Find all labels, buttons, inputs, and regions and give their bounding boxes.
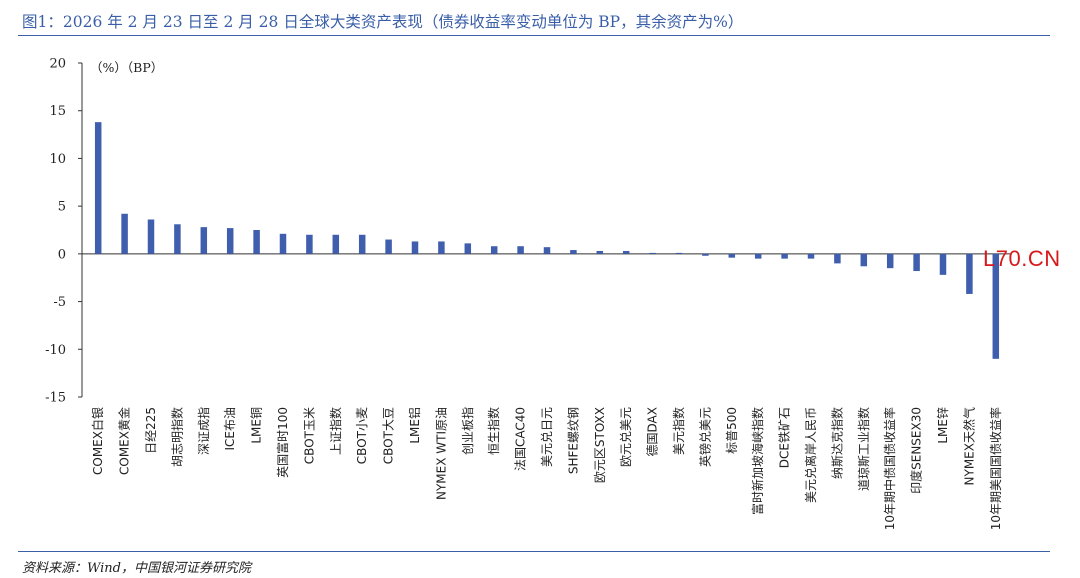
bar <box>966 253 973 294</box>
x-category-label: COMEX黄金 <box>117 407 132 475</box>
x-category-label: ICE布油 <box>223 407 237 451</box>
bar <box>570 250 577 254</box>
bar <box>94 122 102 254</box>
x-category-label: 胡志明指数 <box>169 407 184 467</box>
x-axis-labels: COMEX白银 COMEX黄金 日经225 胡志明指数 深证成指 ICE布油 LME铜 英国富… <box>90 407 1003 530</box>
x-category-label: LME铝 <box>407 407 422 444</box>
x-category-label: 英国富时100 <box>275 407 290 478</box>
bar <box>939 253 947 275</box>
bar <box>649 252 656 254</box>
bar <box>464 243 472 254</box>
bar <box>807 253 815 259</box>
bar <box>622 250 630 254</box>
y-tick-label: -15 <box>45 391 66 406</box>
y-tick-label: 0 <box>58 247 66 262</box>
x-category-label: LME锌 <box>936 407 950 444</box>
bar <box>992 253 1000 359</box>
x-category-label: CBOT小麦 <box>355 407 369 464</box>
y-tick-label: 20 <box>49 57 66 72</box>
bar <box>860 253 868 267</box>
y-tick-label: -10 <box>45 343 66 358</box>
footer-rule <box>18 551 1050 552</box>
x-category-label: 日经225 <box>144 407 158 454</box>
x-category-label: 美元指数 <box>671 407 686 455</box>
x-category-label: NYMEX WTI原油 <box>434 407 448 500</box>
x-category-label: COMEX白银 <box>90 407 105 475</box>
bar <box>543 247 551 254</box>
bar <box>702 253 709 256</box>
bar <box>438 241 445 254</box>
x-category-label: 印度SENSEX30 <box>909 407 924 494</box>
x-category-label: 德国DAX <box>645 407 660 456</box>
bar <box>913 253 920 272</box>
bar <box>728 253 736 258</box>
x-category-label: 深证成指 <box>196 407 211 455</box>
x-category-label: 道琼斯工业指数 <box>856 407 871 491</box>
title-rule <box>18 35 1050 36</box>
bar <box>490 246 498 254</box>
x-category-label: CBOT玉米 <box>302 407 316 464</box>
x-category-label: SHFE螺纹钢 <box>566 407 580 474</box>
bar <box>226 228 234 254</box>
bar <box>517 246 524 254</box>
bar <box>174 224 181 254</box>
x-category-label: 美元兑日元 <box>540 407 554 467</box>
x-category-label: 恒生指数 <box>486 407 501 455</box>
x-category-label: 标普500 <box>725 407 739 454</box>
x-category-label: 10年期中债国债收益率 <box>882 407 897 530</box>
bar <box>358 234 366 254</box>
bar <box>306 234 313 254</box>
x-category-label: DCE铁矿石 <box>778 407 792 468</box>
bar <box>332 234 340 254</box>
y-tick-label: 5 <box>58 200 66 215</box>
unit-label: （%）（BP） <box>90 60 163 75</box>
x-category-label: 法国CAC40 <box>514 407 528 471</box>
bar <box>253 230 260 254</box>
bar <box>754 253 762 259</box>
x-category-label: 创业板指 <box>460 407 475 455</box>
x-category-label: 欧元区STOXX <box>593 407 607 483</box>
watermark-text: L70.CN <box>983 246 1061 271</box>
bar <box>411 241 419 254</box>
chart-title: 图1：2026 年 2 月 23 日至 2 月 28 日全球大类资产表现（债券收… <box>22 13 744 31</box>
bar <box>147 219 155 254</box>
bar <box>834 253 841 264</box>
y-tick-label: -5 <box>53 295 66 310</box>
bar <box>675 252 683 254</box>
bar-series <box>94 122 1000 359</box>
x-category-label: 富时新加坡海峡指数 <box>750 407 765 515</box>
x-category-label: 欧元兑美元 <box>619 407 633 467</box>
bar <box>596 250 604 254</box>
bar <box>781 253 788 259</box>
bar <box>385 239 392 254</box>
x-category-label: 10年期美国国债收益率 <box>988 407 1003 530</box>
bar <box>200 227 208 254</box>
bar <box>121 213 128 254</box>
bar <box>279 233 287 254</box>
y-axis: 20 15 10 5 0 -5 -10 -15 （%）（BP） <box>45 57 1010 406</box>
x-category-label: CBOT大豆 <box>382 407 396 464</box>
x-category-label: 美元兑离岸人民币 <box>803 407 818 503</box>
x-category-label: 上证指数 <box>328 407 343 455</box>
y-tick-label: 10 <box>49 152 66 167</box>
x-category-label: 英镑兑美元 <box>697 407 712 467</box>
bar <box>886 253 894 269</box>
x-category-label: LME铜 <box>249 407 264 444</box>
source-note: 资料来源：Wind，中国银河证券研究院 <box>22 561 251 576</box>
y-tick-label: 15 <box>49 104 66 119</box>
x-category-label: 纳斯达克指数 <box>829 407 844 479</box>
x-category-label: NYMEX天然气 <box>961 407 976 485</box>
